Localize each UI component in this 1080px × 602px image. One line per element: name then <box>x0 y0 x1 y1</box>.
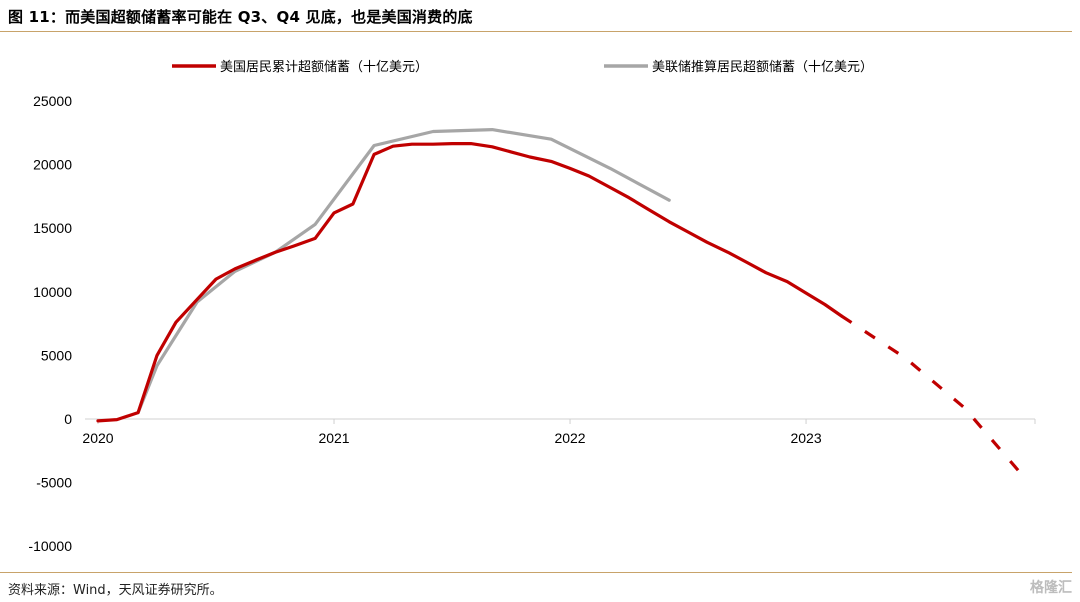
y-tick-label: -5000 <box>36 475 72 491</box>
y-tick-label: 0 <box>64 411 72 427</box>
top-rule <box>0 31 1072 32</box>
household-excess-savings-line <box>96 142 844 423</box>
fed-estimate-line <box>136 128 671 415</box>
y-tick-label: -10000 <box>28 538 72 554</box>
y-tick-label: 10000 <box>33 284 72 300</box>
watermark-logo: 格隆汇 <box>1030 580 1072 596</box>
x-tick-label: 2020 <box>82 430 113 446</box>
bottom-rule <box>0 572 1072 573</box>
x-tick-label: 2021 <box>318 430 349 446</box>
y-tick-label: 20000 <box>33 157 72 173</box>
legend-household-label: 美国居民累计超额储蓄（十亿美元） <box>220 60 428 75</box>
legend-fed-label: 美联储推算居民超额储蓄（十亿美元） <box>652 60 873 75</box>
y-tick-label: 5000 <box>41 347 72 363</box>
chart-title: 图 11：而美国超额储蓄率可能在 Q3、Q4 见底，也是美国消费的底 <box>8 8 473 26</box>
y-tick-label: 15000 <box>33 220 72 236</box>
source-note: 资料来源：Wind，天风证券研究所。 <box>8 583 223 598</box>
y-tick-label: 25000 <box>33 93 72 109</box>
x-tick-label: 2023 <box>790 430 821 446</box>
x-tick-label: 2022 <box>554 430 585 446</box>
projection-line-dashed <box>840 314 1025 478</box>
